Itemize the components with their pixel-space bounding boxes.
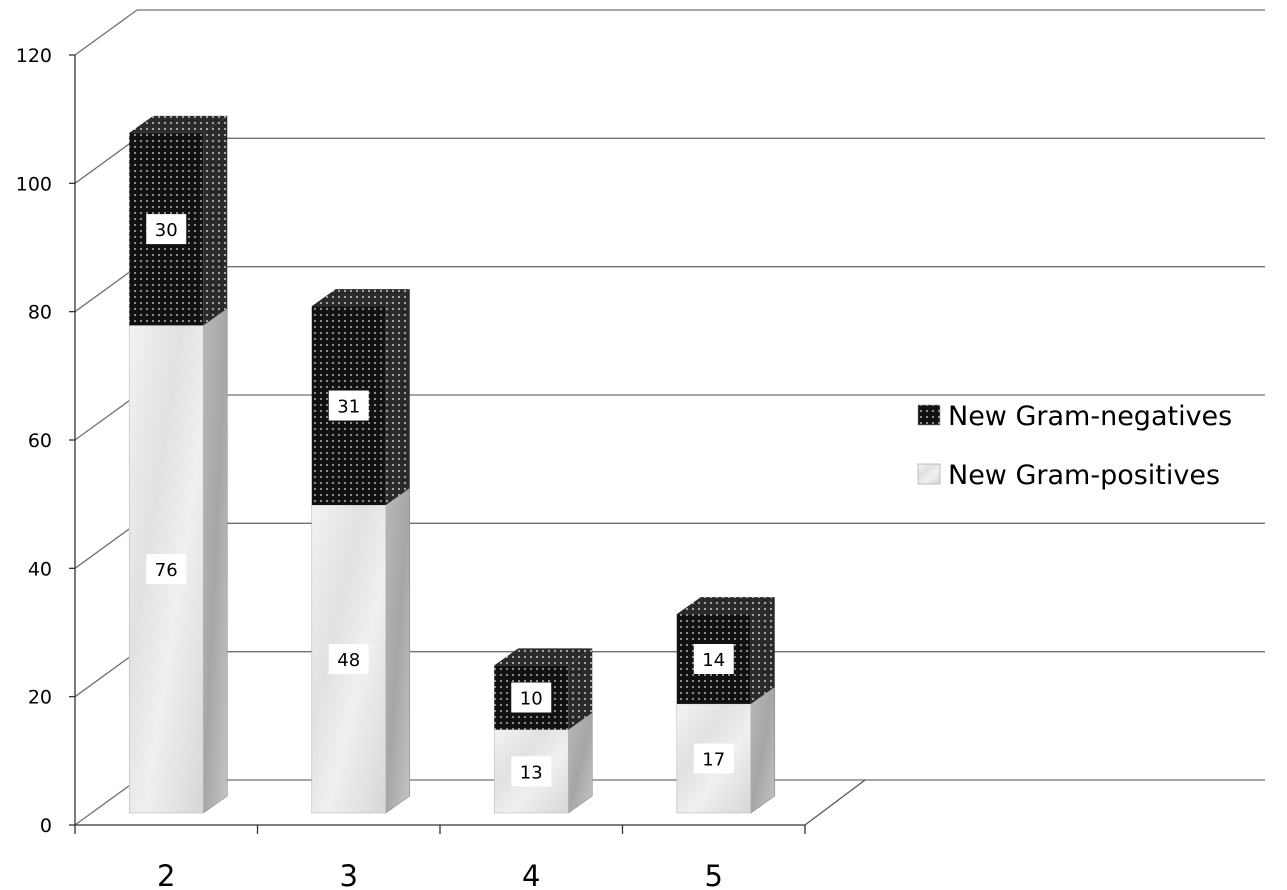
gridline bbox=[74, 9, 1265, 56]
data-label-gram-negative-box bbox=[146, 214, 187, 245]
bar-gram-negative-side bbox=[568, 648, 593, 730]
data-label-gram-negative-box bbox=[693, 644, 734, 674]
data-labels: 76 30 48 31 13 10 17 14 bbox=[146, 214, 734, 787]
x-tick-label: 4 bbox=[522, 859, 540, 890]
gridline bbox=[74, 651, 1265, 698]
y-tick-label: 80 bbox=[28, 302, 52, 324]
x-tick-label: 2 bbox=[157, 859, 175, 890]
bar-gram-negative-side bbox=[750, 597, 775, 704]
legend-swatch bbox=[917, 463, 941, 485]
data-label-gram-positive-box bbox=[328, 644, 369, 674]
data-label-gram-negative: 10 bbox=[520, 689, 543, 710]
legend-label: New Gram-positives bbox=[948, 460, 1220, 491]
bar-gram-negative-top bbox=[129, 115, 228, 133]
bar-gram-positive-side bbox=[385, 487, 411, 814]
data-label-gram-positive: 17 bbox=[702, 749, 725, 770]
bar-gram-positive-side bbox=[202, 307, 228, 814]
data-label-gram-positive: 48 bbox=[337, 650, 360, 671]
data-label-gram-positive-box bbox=[146, 554, 187, 585]
data-label-gram-negative: 30 bbox=[155, 220, 178, 241]
y-tick-label: 0 bbox=[40, 815, 52, 837]
gridline bbox=[74, 522, 1265, 569]
x-tick-label: 5 bbox=[705, 859, 723, 890]
legend: New Gram-negatives New Gram-positives bbox=[917, 401, 1232, 491]
bars bbox=[128, 115, 776, 814]
bar-gram-negative-top bbox=[494, 648, 593, 666]
floor-right-edge bbox=[804, 779, 866, 826]
data-label-gram-negative: 31 bbox=[337, 397, 360, 418]
gridline bbox=[74, 266, 1265, 313]
data-label-gram-negative: 14 bbox=[702, 650, 725, 671]
data-label-gram-negative-box bbox=[328, 390, 369, 421]
data-label-gram-positive: 76 bbox=[155, 560, 178, 581]
gridline bbox=[74, 137, 1265, 184]
bar-gram-negative-side bbox=[203, 115, 228, 326]
data-label-gram-negative-box bbox=[511, 682, 552, 713]
bar-gram-positive-side bbox=[750, 686, 776, 814]
axes: 0 20 40 60 80 100 120 2 3 4 5 bbox=[16, 45, 866, 890]
y-tick-label: 100 bbox=[16, 173, 52, 195]
bar-gram-negative-side bbox=[385, 289, 410, 505]
data-label-gram-positive: 13 bbox=[520, 762, 543, 783]
legend-swatch bbox=[917, 404, 941, 426]
legend-label: New Gram-negatives bbox=[948, 401, 1232, 432]
bar-gram-negative-top bbox=[311, 289, 410, 307]
y-tick-label: 40 bbox=[28, 558, 52, 580]
y-tick-label: 120 bbox=[16, 45, 52, 67]
x-tick-label: 3 bbox=[340, 859, 358, 890]
bar-gram-negative-top bbox=[676, 597, 775, 615]
data-label-gram-positive-box bbox=[511, 756, 552, 787]
bar-gram-positive-side bbox=[567, 712, 593, 814]
y-tick-label: 60 bbox=[28, 430, 52, 452]
y-tick-label: 20 bbox=[28, 687, 52, 709]
gridline bbox=[74, 779, 1265, 826]
data-label-gram-positive-box bbox=[693, 743, 734, 774]
